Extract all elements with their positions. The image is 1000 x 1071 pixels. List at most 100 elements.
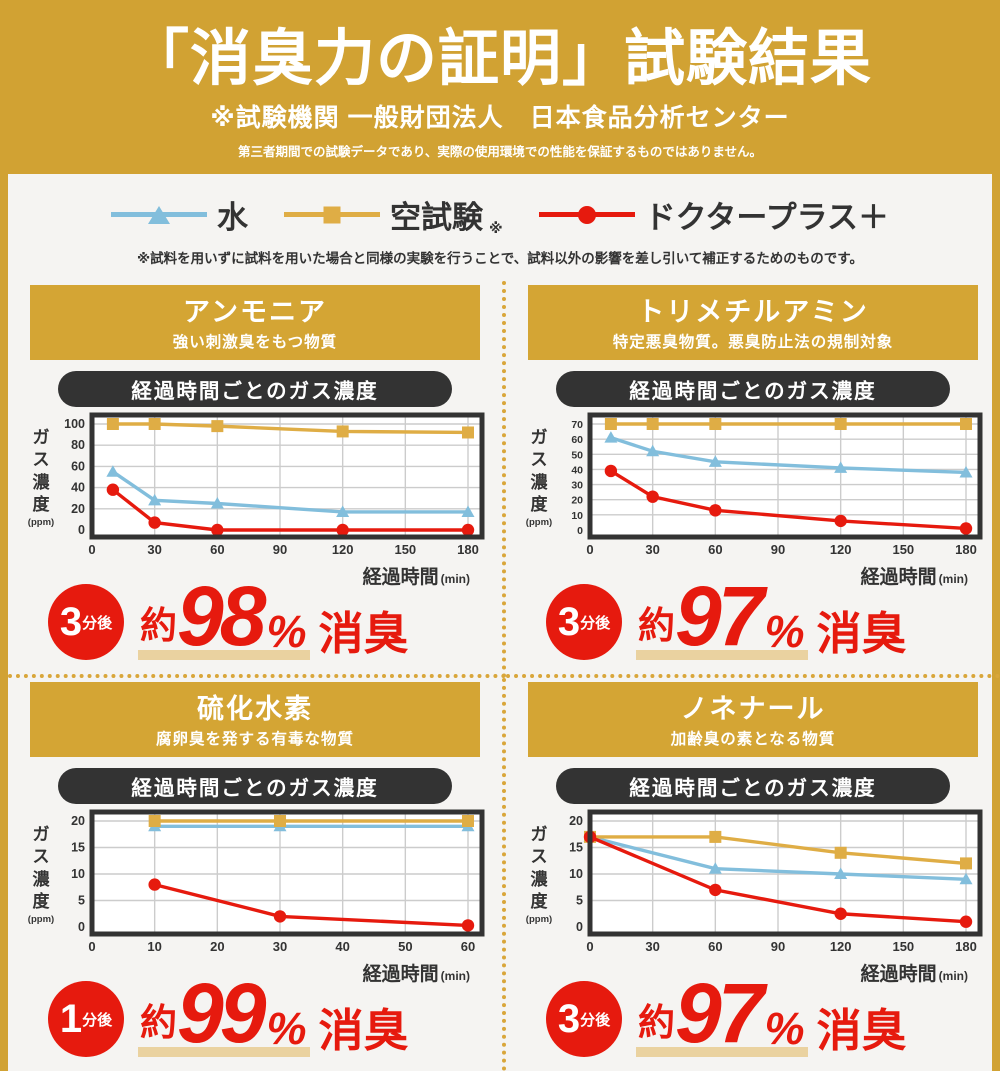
legend-label: 空試験 [390, 200, 484, 236]
substance-description: 腐卵臭を発する有毒な物質 [155, 731, 354, 749]
svg-text:60: 60 [461, 939, 475, 954]
svg-text:30: 30 [273, 939, 287, 954]
svg-text:0: 0 [586, 939, 593, 954]
header-disclaimer: 第三者期間での試験データであり、実際の使用環境での性能を保証するものではありませ… [237, 145, 762, 160]
result-text: 約 97% 消臭 [636, 569, 907, 664]
substance-name: トリメチルアミン [637, 297, 869, 328]
substance-description: 特定悪臭物質。悪臭防止法の規制対象 [612, 334, 894, 352]
substance-header: アンモニア 強い刺激臭をもつ物質 [30, 285, 480, 361]
legend: 水 空試験 ※ ドクタープラス＋ [8, 192, 992, 237]
svg-text:40: 40 [571, 464, 583, 476]
svg-text:10: 10 [147, 939, 161, 954]
svg-text:50: 50 [571, 449, 583, 461]
svg-text:40: 40 [71, 481, 85, 495]
triangle-marker-icon [148, 205, 171, 224]
line-chart: 0 5 10 15 20 0 10 20 30 40 50 60 [60, 808, 488, 963]
chart-area: ガス濃度 (ppm) 0 10 20 30 40 50 60 70 0 30 60 90 120 150 1… [520, 411, 986, 566]
svg-text:30: 30 [645, 542, 659, 557]
svg-text:90: 90 [771, 939, 785, 954]
reference-mark: ※ [489, 220, 503, 237]
chart-area: ガス濃度 (ppm) 0 20 40 60 80 100 0 30 60 90 120 150 180 [22, 411, 488, 566]
svg-text:180: 180 [955, 542, 977, 557]
svg-text:60: 60 [708, 542, 722, 557]
svg-text:60: 60 [571, 434, 583, 446]
svg-text:20: 20 [569, 814, 583, 828]
chart-title: 経過時間ごとのガス濃度 [629, 777, 877, 801]
chart-area: ガス濃度 (ppm) 0 5 10 15 20 0 10 20 30 40 50 60 [22, 808, 488, 963]
svg-text:30: 30 [571, 480, 583, 492]
line-chart: 0 5 10 15 20 0 30 60 90 120 150 180 [558, 808, 986, 963]
svg-text:20: 20 [71, 502, 85, 516]
svg-text:120: 120 [332, 542, 354, 557]
time-badge: 3 分後 [546, 981, 622, 1058]
circle-marker-icon [577, 205, 596, 224]
time-badge: 3 分後 [48, 584, 124, 661]
svg-text:30: 30 [645, 939, 659, 954]
legend-label: ドクタープラス＋ [644, 200, 889, 236]
substance-name: ノネナール [680, 694, 826, 725]
panel-ammonia: アンモニア 強い刺激臭をもつ物質 経過時間ごとのガス濃度 ガス濃度 (ppm) … [8, 281, 506, 679]
svg-text:15: 15 [71, 841, 85, 855]
test-institution: ※試験機関 一般財団法人 日本食品分析センター [210, 104, 790, 133]
x-axis-label: 経過時間 (min) [362, 567, 470, 589]
svg-text:0: 0 [78, 920, 85, 934]
doctor-plus-line-sample [538, 205, 635, 224]
chart-title-pill: 経過時間ごとのガス濃度 [556, 768, 950, 805]
svg-text:50: 50 [398, 939, 412, 954]
page-title: 「消臭力の証明」試験結果 [127, 24, 872, 92]
x-axis-label: 経過時間 (min) [362, 964, 470, 986]
page-header: 「消臭力の証明」試験結果 ※試験機関 一般財団法人 日本食品分析センター 第三者… [0, 0, 1000, 174]
svg-text:20: 20 [210, 939, 224, 954]
svg-text:60: 60 [708, 939, 722, 954]
chart-title: 経過時間ごとのガス濃度 [131, 777, 379, 801]
result: 3 分後 約 97% 消臭 [520, 569, 986, 664]
svg-text:5: 5 [576, 894, 583, 908]
svg-text:90: 90 [273, 542, 287, 557]
x-axis-label: 経過時間 (min) [860, 964, 968, 986]
substance-description: 強い刺激臭をもつ物質 [172, 334, 338, 352]
chart-title: 経過時間ごとのガス濃度 [629, 380, 877, 404]
svg-text:100: 100 [64, 417, 85, 431]
line-chart: 0 20 40 60 80 100 0 30 60 90 120 150 180 [60, 411, 488, 566]
x-axis-label: 経過時間 (min) [860, 567, 968, 589]
panel-hydrogen-sulfide: 硫化水素 腐卵臭を発する有毒な物質 経過時間ごとのガス濃度 ガス濃度 (ppm)… [8, 678, 506, 1071]
svg-text:40: 40 [335, 939, 349, 954]
svg-text:0: 0 [576, 920, 583, 934]
substance-name: アンモニア [183, 297, 327, 328]
result-text: 約 97% 消臭 [636, 966, 907, 1061]
svg-text:0: 0 [88, 939, 95, 954]
panel-nonenal: ノネナール 加齢臭の素となる物質 経過時間ごとのガス濃度 ガス濃度 (ppm) … [506, 678, 1000, 1071]
svg-text:180: 180 [457, 542, 479, 557]
legend-item-water: 水 [111, 192, 248, 237]
chart-title: 経過時間ごとのガス濃度 [131, 380, 379, 404]
svg-text:20: 20 [71, 814, 85, 828]
chart-title-pill: 経過時間ごとのガス濃度 [58, 371, 452, 408]
line-chart: 0 10 20 30 40 50 60 70 0 30 60 90 120 150 180 [558, 411, 986, 566]
svg-text:150: 150 [394, 542, 416, 557]
time-badge: 3 分後 [546, 584, 622, 661]
panel-trimethylamine: トリメチルアミン 特定悪臭物質。悪臭防止法の規制対象 経過時間ごとのガス濃度 ガ… [506, 281, 1000, 679]
substance-header: 硫化水素 腐卵臭を発する有毒な物質 [30, 682, 480, 758]
result: 3 分後 約 97% 消臭 [520, 966, 986, 1061]
svg-text:150: 150 [892, 542, 914, 557]
legend-item-doctor-plus: ドクタープラス＋ [538, 192, 889, 237]
result: 3 分後 約 98% 消臭 [22, 575, 488, 664]
svg-text:90: 90 [771, 542, 785, 557]
result: 1 分後 約 99% 消臭 [22, 972, 488, 1061]
square-marker-icon [323, 206, 341, 224]
svg-text:0: 0 [586, 542, 593, 557]
svg-text:30: 30 [147, 542, 161, 557]
legend-note: ※試料を用いずに試料を用いた場合と同様の実験を行うことで、試料以外の影響を差し引… [137, 251, 863, 267]
chart-area: ガス濃度 (ppm) 0 5 10 15 20 0 30 60 90 120 150 180 [520, 808, 986, 963]
svg-text:10: 10 [71, 867, 85, 881]
water-line-sample [111, 205, 208, 224]
substance-name: 硫化水素 [197, 694, 313, 725]
legend-label: 水 [217, 200, 249, 236]
svg-text:80: 80 [71, 438, 85, 452]
svg-text:120: 120 [830, 542, 852, 557]
svg-text:10: 10 [571, 510, 583, 522]
time-badge: 1 分後 [48, 981, 124, 1058]
chart-title-pill: 経過時間ごとのガス濃度 [556, 371, 950, 408]
svg-text:180: 180 [955, 939, 977, 954]
svg-text:20: 20 [571, 495, 583, 507]
